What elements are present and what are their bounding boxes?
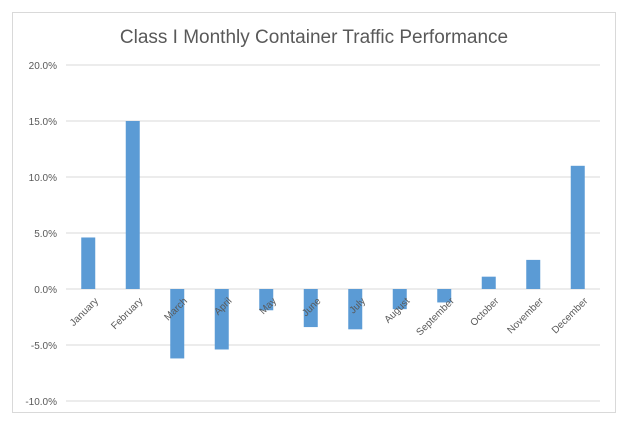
chart-title: Class I Monthly Container Traffic Perfor… [119, 27, 509, 48]
bar-may [259, 289, 274, 311]
x-category-label: November [505, 295, 546, 336]
bar-april [214, 289, 229, 350]
bar-november [526, 259, 541, 289]
y-tick-label: -10.0% [25, 397, 57, 408]
bar-october [481, 276, 496, 289]
y-axis-tick-labels: 20.0% 15.0% 10.0% 5.0% 0.0% -5.0% -10.0% [25, 61, 57, 408]
bar-june [303, 289, 318, 328]
bar-january [81, 237, 96, 289]
grid-lines [66, 64, 600, 402]
bars [81, 121, 585, 359]
x-category-label: October [468, 295, 501, 328]
x-category-label: December [550, 295, 591, 336]
y-tick-label: 20.0% [29, 61, 57, 72]
bar-september [437, 289, 452, 303]
y-tick-label: 0.0% [34, 285, 57, 296]
bar-february [125, 121, 140, 289]
x-category-label: January [68, 296, 101, 329]
bar-july [348, 289, 363, 330]
x-category-label: September [415, 295, 458, 338]
bar-march [170, 289, 185, 359]
chart-frame: Class I Monthly Container Traffic Perfor… [12, 12, 616, 413]
x-axis-category-labels: January February March April May June July Augu… [68, 295, 591, 338]
y-tick-label: 5.0% [34, 229, 57, 240]
y-tick-label: -5.0% [31, 341, 57, 352]
x-category-label: February [109, 296, 145, 332]
y-tick-label: 15.0% [29, 117, 57, 128]
y-tick-label: 10.0% [29, 173, 57, 184]
bar-december [570, 165, 585, 289]
bar-august [392, 289, 407, 310]
